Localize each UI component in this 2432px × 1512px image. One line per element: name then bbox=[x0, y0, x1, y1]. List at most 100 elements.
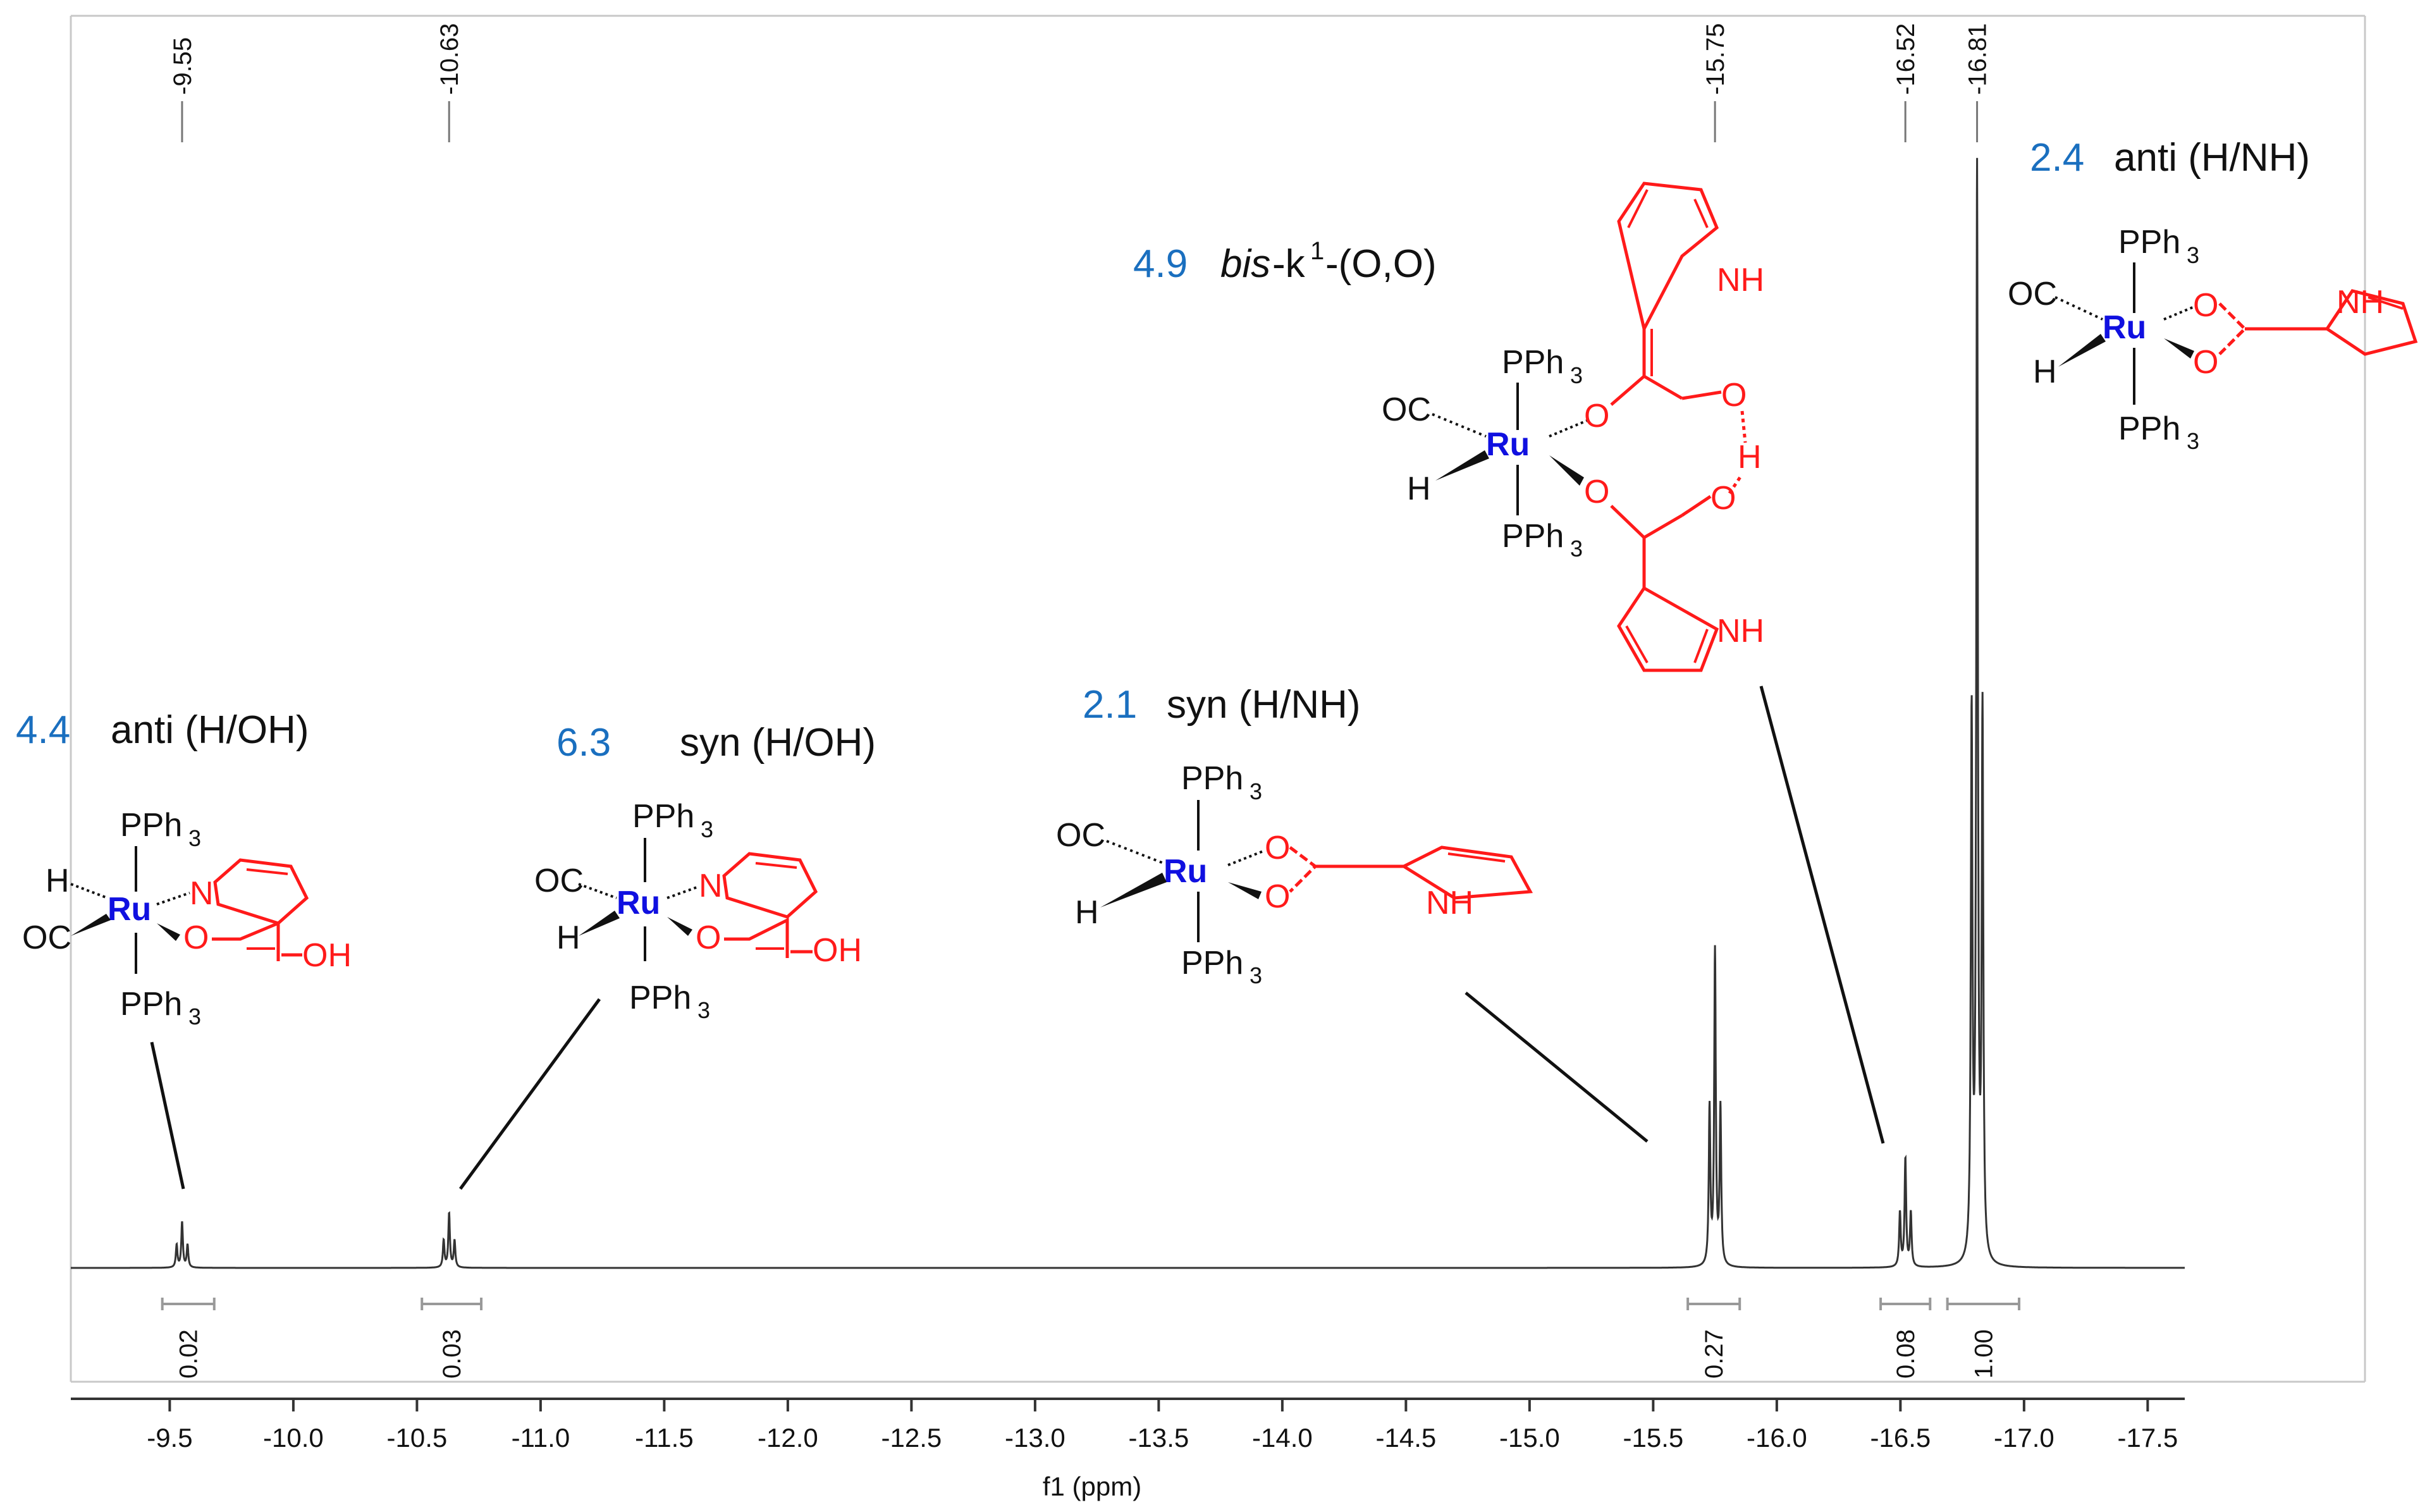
svg-text:O: O bbox=[696, 919, 721, 956]
x-tick-label: -16.5 bbox=[1870, 1423, 1931, 1453]
plot-frame bbox=[70, 15, 2366, 1383]
svg-text:O: O bbox=[1265, 878, 1290, 915]
svg-text:OH: OH bbox=[813, 932, 862, 969]
annotation-anti-nh: 2.4 anti (H/NH) bbox=[2030, 136, 2310, 180]
svg-text:H: H bbox=[1075, 894, 1099, 931]
svg-text:3: 3 bbox=[1570, 362, 1583, 388]
svg-text:PPh: PPh bbox=[1502, 344, 1564, 381]
svg-text:O: O bbox=[1584, 398, 1609, 434]
x-tick-label: -17.5 bbox=[2117, 1423, 2178, 1453]
integral-value: 0.03 bbox=[438, 1329, 466, 1379]
peak-label: -10.63 bbox=[436, 23, 464, 142]
x-tick-label: -15.0 bbox=[1499, 1423, 1560, 1453]
x-tick-label: -10.0 bbox=[263, 1423, 324, 1453]
x-axis-label: f1 (ppm) bbox=[1043, 1472, 1141, 1501]
x-tick-label: -13.5 bbox=[1129, 1423, 1189, 1453]
svg-text:OC: OC bbox=[1382, 391, 1431, 428]
x-tick-label: -15.5 bbox=[1623, 1423, 1683, 1453]
svg-text:3: 3 bbox=[188, 1004, 201, 1030]
annotation-label-rest: -k bbox=[1272, 242, 1306, 286]
structure-bis: PPh 3 OC Ru H O O PPh 3 O H NH O NH bbox=[1382, 181, 1764, 672]
integral: 0.02 bbox=[161, 1298, 216, 1379]
x-tick-label: -17.0 bbox=[1994, 1423, 2054, 1453]
svg-text:OC: OC bbox=[1056, 817, 1105, 854]
structure-syn-oh: PPh 3 OC Ru H N O PPh 3 OH bbox=[534, 798, 862, 1023]
x-tick-label: -12.0 bbox=[758, 1423, 818, 1453]
svg-text:Ru: Ru bbox=[617, 885, 660, 921]
svg-text:N: N bbox=[190, 875, 214, 912]
peak-labels: -9.55 -10.63 -15.75 -16.52 -16.81 bbox=[169, 23, 1992, 142]
x-tick-label: -11.5 bbox=[635, 1423, 694, 1453]
x-tick-label: -11.0 bbox=[512, 1423, 570, 1453]
svg-text:H: H bbox=[556, 919, 580, 956]
annotation-value: 4.9 bbox=[1133, 242, 1188, 286]
svg-text:OH: OH bbox=[302, 937, 352, 974]
structure-syn-nh: PPh 3 OC Ru H O O NH PPh 3 bbox=[1056, 760, 1533, 988]
x-tick-label: -10.5 bbox=[387, 1423, 448, 1453]
svg-text:Ru: Ru bbox=[1164, 853, 1207, 890]
svg-text:3: 3 bbox=[1570, 536, 1583, 562]
annotation-anti-oh: 4.4 anti (H/OH) bbox=[16, 708, 309, 752]
leader-line-anti-oh bbox=[150, 1042, 185, 1189]
svg-text:PPh: PPh bbox=[120, 807, 182, 844]
svg-text:Ru: Ru bbox=[107, 891, 151, 928]
leader-line-bis bbox=[1759, 685, 1885, 1144]
svg-text:O: O bbox=[1721, 377, 1747, 414]
svg-text:3: 3 bbox=[1250, 962, 1262, 988]
spectrum-line bbox=[71, 157, 2185, 1269]
svg-text:NH: NH bbox=[2337, 284, 2384, 321]
annotation-label-sup: 1 bbox=[1310, 237, 1324, 265]
svg-text:O: O bbox=[183, 919, 209, 956]
integral: 1.00 bbox=[1946, 1298, 2021, 1379]
x-tick-label: -14.0 bbox=[1252, 1423, 1313, 1453]
structure-anti-nh: PPh 3 OC Ru H O O NH PPh 3 bbox=[2008, 224, 2418, 454]
annotation-value: 2.1 bbox=[1083, 683, 1137, 727]
integral: 0.27 bbox=[1686, 1298, 1741, 1379]
x-tick-label: -9.5 bbox=[147, 1423, 192, 1453]
peak-label: -16.52 bbox=[1892, 23, 1920, 142]
svg-text:PPh: PPh bbox=[632, 798, 694, 835]
integral-value: 0.27 bbox=[1700, 1329, 1728, 1379]
leader-line-syn-oh bbox=[458, 998, 601, 1190]
peak-label-text: -10.63 bbox=[436, 23, 464, 95]
svg-text:Ru: Ru bbox=[2103, 309, 2146, 346]
annotation-value: 6.3 bbox=[556, 721, 611, 765]
svg-text:PPh: PPh bbox=[2118, 410, 2180, 447]
leader-lines bbox=[150, 685, 1885, 1190]
peak-label: -15.75 bbox=[1702, 23, 1729, 142]
integral: 0.03 bbox=[421, 1298, 483, 1379]
svg-text:PPh: PPh bbox=[1181, 945, 1243, 981]
svg-text:NH: NH bbox=[1717, 613, 1764, 649]
peak-label-text: -15.75 bbox=[1702, 23, 1729, 95]
svg-text:PPh: PPh bbox=[2118, 224, 2180, 261]
annotation-value: 4.4 bbox=[16, 708, 70, 752]
svg-text:H: H bbox=[1407, 470, 1431, 507]
svg-text:3: 3 bbox=[697, 997, 710, 1023]
svg-text:PPh: PPh bbox=[1502, 518, 1564, 555]
svg-text:H: H bbox=[2033, 353, 2057, 390]
svg-text:PPh: PPh bbox=[120, 986, 182, 1023]
svg-text:O: O bbox=[1265, 830, 1290, 866]
peak-label: -16.81 bbox=[1964, 23, 1992, 142]
svg-text:NH: NH bbox=[1426, 885, 1473, 921]
svg-text:O: O bbox=[2193, 287, 2218, 324]
x-tick-label: -12.5 bbox=[881, 1423, 942, 1453]
integral-value: 0.02 bbox=[175, 1329, 203, 1379]
svg-text:3: 3 bbox=[2187, 242, 2199, 268]
annotation-label-italic: bis bbox=[1220, 242, 1270, 286]
x-tick-label: -16.0 bbox=[1747, 1423, 1807, 1453]
annotation-value: 2.4 bbox=[2030, 136, 2084, 180]
integral-value: 0.08 bbox=[1892, 1329, 1920, 1379]
annotation-label-tail: -(O,O) bbox=[1325, 242, 1437, 286]
integral: 0.08 bbox=[1879, 1298, 1932, 1379]
annotation-label: syn (H/NH) bbox=[1167, 683, 1361, 727]
svg-text:O: O bbox=[1710, 480, 1736, 517]
leader-line-syn-nh bbox=[1465, 992, 1649, 1143]
peak-label-text: -9.55 bbox=[169, 37, 197, 95]
svg-text:NH: NH bbox=[1717, 262, 1764, 298]
svg-text:N: N bbox=[699, 868, 723, 904]
svg-text:OC: OC bbox=[22, 919, 71, 956]
x-axis-ticks: -9.5 -10.0 -10.5 -11.0 -11.5 -12.0 -12.5 -13.0 -… bbox=[147, 1399, 2178, 1453]
peak-label: -9.55 bbox=[169, 37, 197, 142]
annotation-syn-nh: 2.1 syn (H/NH) bbox=[1083, 683, 1361, 727]
